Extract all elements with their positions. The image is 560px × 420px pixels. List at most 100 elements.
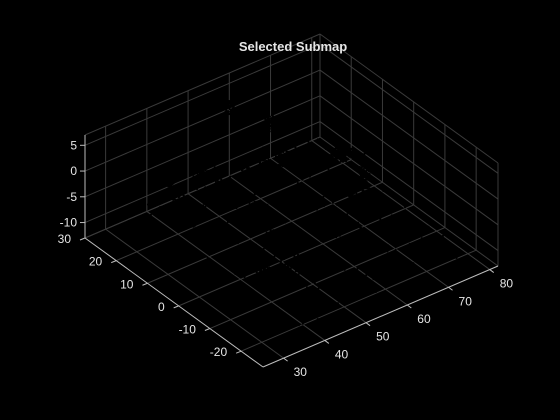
- data-point: [262, 156, 265, 160]
- data-point: [288, 311, 291, 314]
- data-point: [377, 246, 380, 249]
- data-point: [267, 158, 270, 161]
- data-point: [328, 235, 331, 238]
- data-point: [238, 117, 241, 120]
- data-point: [353, 183, 356, 186]
- data-point: [155, 223, 158, 226]
- data-point: [335, 149, 338, 152]
- data-point: [330, 146, 333, 149]
- data-point: [240, 273, 244, 276]
- data-point: [256, 258, 259, 262]
- data-point: [268, 269, 271, 272]
- data-point: [336, 155, 339, 158]
- data-point: [175, 204, 178, 207]
- data-point: [204, 248, 207, 251]
- data-point: [246, 164, 249, 167]
- data-point: [265, 271, 268, 274]
- data-point: [420, 237, 423, 240]
- grid-line: [116, 159, 352, 262]
- data-point: [261, 258, 264, 261]
- data-point: [168, 173, 171, 176]
- data-point: [173, 246, 176, 249]
- data-point: [356, 236, 359, 239]
- data-point: [258, 206, 261, 209]
- data-point: [192, 185, 195, 188]
- data-point: [176, 212, 179, 215]
- data-point: [426, 247, 429, 250]
- data-point: [297, 324, 300, 327]
- data-point: [243, 165, 246, 168]
- data-point: [250, 203, 253, 206]
- data-point: [286, 317, 289, 320]
- data-point: [307, 230, 311, 233]
- data-point: [167, 174, 170, 177]
- data-point: [332, 157, 335, 160]
- data-point: [234, 116, 237, 119]
- data-point: [275, 249, 278, 253]
- data-point: [241, 163, 244, 167]
- y-tick: [142, 282, 148, 286]
- data-point: [184, 217, 187, 220]
- data-point: [252, 195, 255, 198]
- data-point: [326, 261, 329, 264]
- y-tick-label: -10: [179, 323, 197, 337]
- data-point: [245, 199, 248, 202]
- data-point: [402, 226, 405, 229]
- data-point: [172, 220, 176, 223]
- data-point: [271, 113, 274, 116]
- data-point: [342, 158, 345, 161]
- data-point: [283, 161, 286, 164]
- data-point: [321, 227, 324, 230]
- data-point: [278, 173, 281, 176]
- data-point: [172, 198, 175, 201]
- data-point: [332, 186, 335, 189]
- data-point: [361, 184, 364, 188]
- data-point: [258, 277, 261, 280]
- data-point: [242, 256, 245, 259]
- data-point: [221, 252, 224, 255]
- data-point: [166, 171, 169, 174]
- data-point: [264, 281, 267, 284]
- y-tick: [111, 260, 117, 264]
- data-point: [282, 163, 285, 166]
- data-point: [254, 246, 257, 249]
- data-point: [268, 115, 271, 118]
- data-point: [290, 290, 293, 293]
- data-point: [146, 203, 150, 206]
- data-point: [242, 269, 245, 272]
- data-point: [239, 225, 242, 228]
- data-point: [283, 274, 286, 278]
- data-point: [276, 167, 279, 170]
- x-tick-label: 40: [335, 347, 349, 361]
- data-point: [297, 253, 300, 257]
- data-point: [326, 230, 329, 233]
- data-point: [268, 171, 271, 174]
- data-point: [294, 166, 297, 169]
- data-point: [248, 201, 251, 204]
- data-point: [318, 313, 321, 316]
- data-point: [266, 260, 269, 263]
- data-point: [377, 215, 380, 218]
- data-point: [193, 224, 196, 227]
- data-point: [297, 280, 300, 283]
- box-edge: [319, 33, 499, 164]
- data-point: [355, 293, 358, 296]
- data-point: [262, 269, 265, 272]
- data-point: [338, 173, 341, 176]
- data-point: [176, 198, 179, 202]
- data-point: [276, 307, 279, 310]
- data-point: [269, 229, 272, 232]
- data-point: [344, 249, 347, 252]
- data-point: [300, 154, 303, 157]
- data-point: [284, 282, 287, 285]
- data-point: [238, 186, 241, 189]
- data-point: [313, 277, 316, 281]
- data-point: [364, 178, 367, 182]
- data-point: [194, 178, 197, 181]
- data-point: [289, 303, 292, 306]
- data-point: [414, 253, 417, 256]
- data-point: [171, 170, 174, 173]
- data-point: [297, 228, 300, 231]
- data-point: [316, 274, 319, 277]
- data-point: [252, 259, 255, 262]
